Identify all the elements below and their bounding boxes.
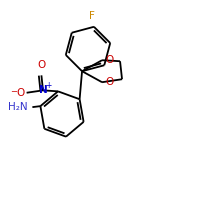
Text: O: O [105, 55, 113, 65]
Text: −: − [11, 87, 18, 96]
Text: O: O [16, 88, 25, 98]
Text: O: O [105, 77, 113, 87]
Text: +: + [45, 81, 52, 90]
Text: F: F [89, 11, 95, 21]
Text: O: O [37, 60, 46, 70]
Text: H₂N: H₂N [8, 102, 27, 112]
Text: N: N [39, 85, 47, 95]
